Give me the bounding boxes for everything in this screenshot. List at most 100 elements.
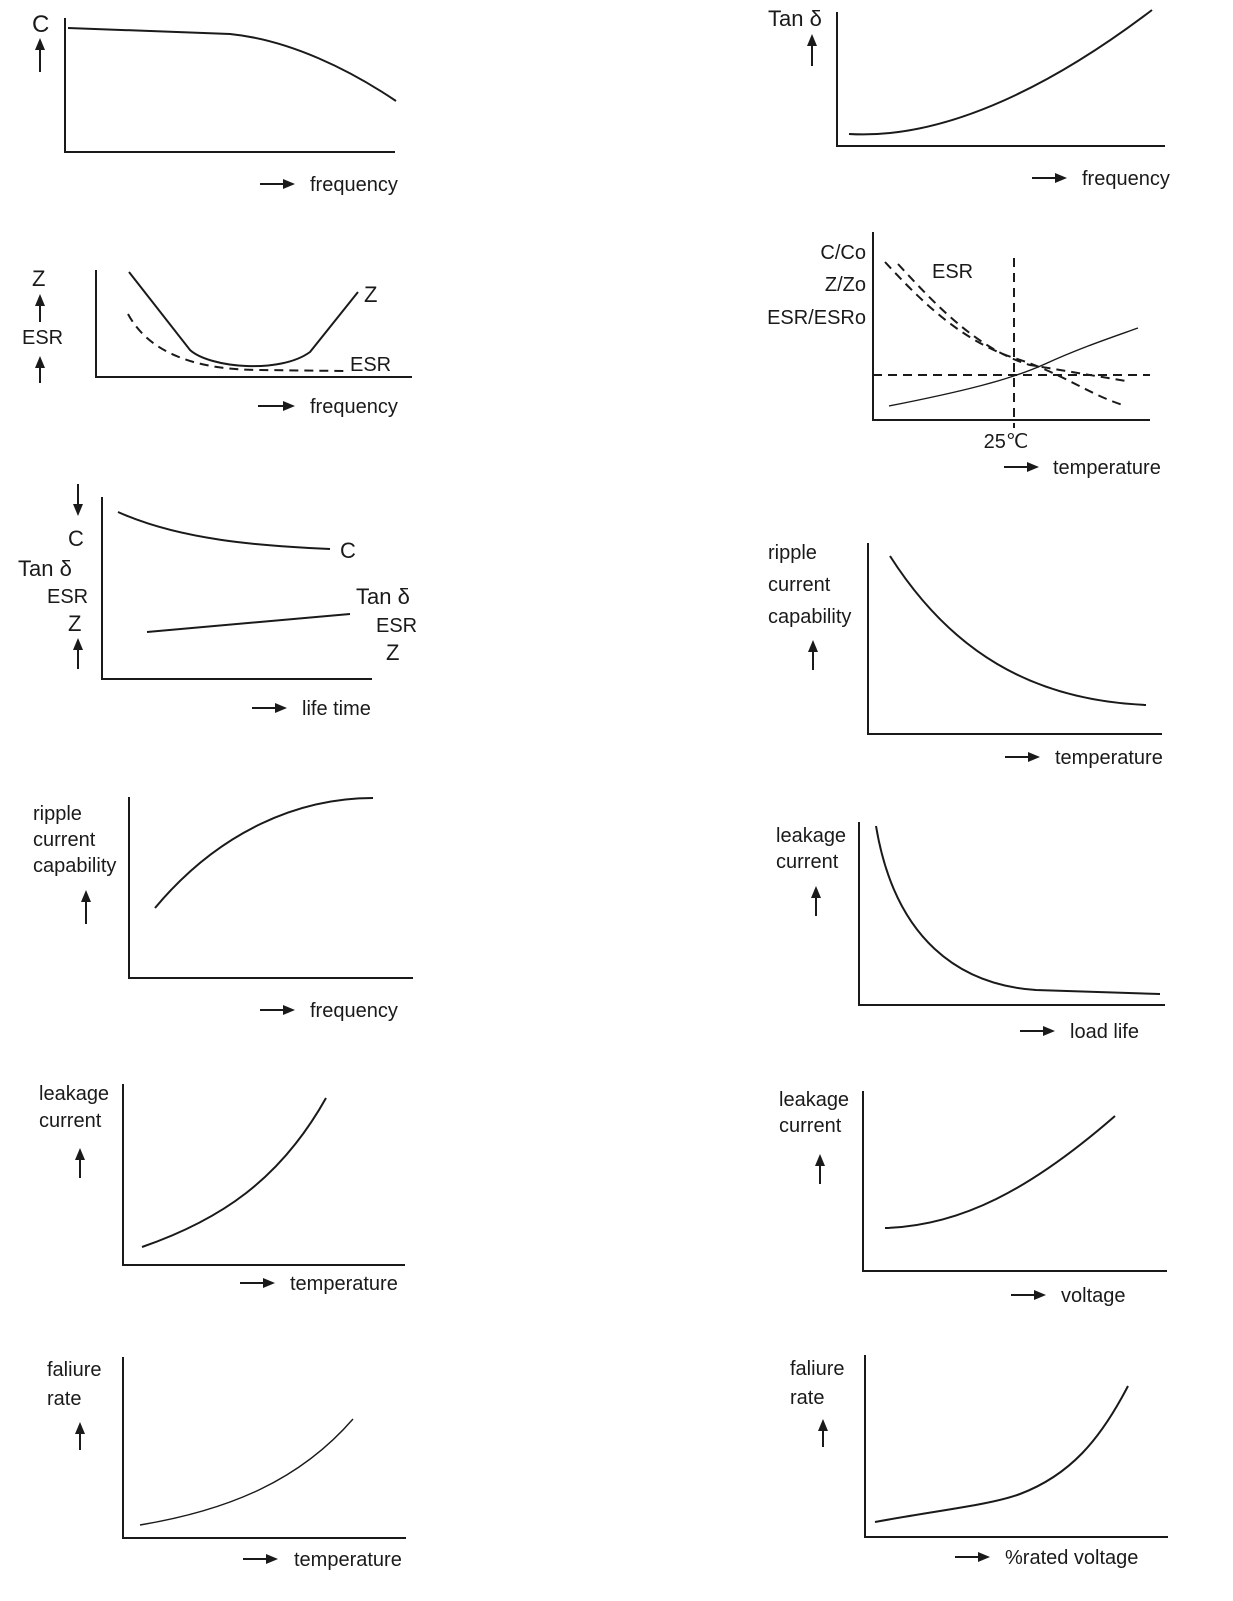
y-label: C	[32, 11, 49, 38]
up-arrow-icon	[811, 886, 821, 916]
right-arrow-icon	[1032, 173, 1067, 183]
right-arrow-icon	[240, 1278, 275, 1288]
axis-frame	[864, 1355, 1168, 1538]
chart-tan-frequency: Tan δ frequency	[768, 6, 1170, 190]
up-arrow-icon	[75, 1148, 85, 1178]
y-label-2: current	[776, 851, 839, 873]
right-arrow-icon	[260, 1005, 295, 1015]
y-label-1: faliure	[790, 1358, 844, 1380]
y-label-3: capability	[33, 855, 116, 877]
x-label: frequency	[310, 1000, 398, 1022]
y-label-2: current	[39, 1110, 102, 1132]
series-line-esr	[884, 261, 1124, 406]
axis-frame	[95, 270, 412, 378]
y-label-2: current	[768, 574, 831, 596]
series-label-z: Z	[364, 282, 377, 307]
chart-leakage-voltage: leakage current voltage	[779, 1089, 1167, 1307]
y-label-1: leakage	[39, 1083, 109, 1105]
y-label-z: Z	[32, 266, 45, 291]
series-label-esr: ESR	[376, 615, 417, 637]
series-line	[154, 797, 374, 909]
chart-leakage-temperature: leakage current temperature	[39, 1083, 405, 1295]
series-line-c	[888, 327, 1139, 407]
axis-frame	[122, 1357, 406, 1539]
series-line	[875, 825, 1161, 995]
series-line	[67, 27, 397, 102]
chart-ratio-temperature: C/Co Z/Zo ESR/ESRo ESR 25℃ temperature	[767, 232, 1161, 479]
x-label: load life	[1070, 1021, 1139, 1043]
y-label-z: Z/Zo	[825, 274, 866, 296]
axis-frame	[101, 497, 372, 680]
chart-ripple-temperature: ripple current capability temperature	[768, 542, 1163, 769]
up-arrow-icon	[35, 356, 45, 383]
up-arrow-icon	[815, 1154, 825, 1184]
series-line-z	[128, 271, 359, 368]
axis-frame	[867, 543, 1162, 735]
chart-leakage-load-life: leakage current load life	[776, 822, 1165, 1043]
right-arrow-icon	[258, 401, 295, 411]
y-label-2: rate	[47, 1388, 81, 1410]
x-label: frequency	[310, 174, 398, 196]
y-label-c: C/Co	[820, 242, 866, 264]
y-label-z: Z	[68, 611, 81, 636]
y-label-1: ripple	[768, 542, 817, 564]
series-label-esr: ESR	[350, 354, 391, 376]
x-label: %rated voltage	[1005, 1547, 1138, 1569]
axis-frame	[862, 1091, 1167, 1272]
chart-z-esr-frequency: Z ESR Z ESR frequency	[22, 266, 412, 418]
right-arrow-icon	[1011, 1290, 1046, 1300]
x-label: frequency	[310, 396, 398, 418]
y-label: Tan δ	[768, 6, 822, 31]
right-arrow-icon	[260, 179, 295, 189]
down-arrow-icon	[73, 484, 83, 516]
up-arrow-icon	[35, 294, 45, 322]
series-line-z	[897, 263, 1127, 382]
x-label: temperature	[1053, 457, 1161, 479]
y-label-3: capability	[768, 606, 851, 628]
y-label-c: C	[68, 526, 84, 551]
x-label: temperature	[294, 1549, 402, 1571]
axis-frame	[122, 1084, 405, 1266]
series-line	[889, 555, 1147, 706]
x-label: temperature	[290, 1273, 398, 1295]
y-label-2: current	[33, 829, 96, 851]
series-label-esr: ESR	[932, 261, 973, 283]
chart-ripple-frequency: ripple current capability frequency	[33, 797, 413, 1022]
series-line	[874, 1385, 1129, 1523]
y-label-esr: ESR	[47, 586, 88, 608]
x-tick-25c: 25℃	[984, 431, 1029, 453]
x-label: voltage	[1061, 1285, 1126, 1307]
axis-frame	[64, 18, 395, 153]
up-arrow-icon	[73, 638, 83, 669]
chart-life-time: C Tan δ ESR Z C Tan δ ESR Z life time	[18, 484, 417, 720]
series-label-z: Z	[386, 640, 399, 665]
x-label: temperature	[1055, 747, 1163, 769]
series-line-tan	[146, 613, 351, 633]
series-line	[848, 9, 1153, 136]
series-label-tan: Tan δ	[356, 584, 410, 609]
y-label-1: leakage	[776, 825, 846, 847]
right-arrow-icon	[1005, 752, 1040, 762]
right-arrow-icon	[955, 1552, 990, 1562]
up-arrow-icon	[81, 890, 91, 924]
up-arrow-icon	[35, 38, 45, 72]
axis-frame	[872, 232, 1150, 421]
up-arrow-icon	[808, 640, 818, 670]
chart-failure-rated-voltage: faliure rate %rated voltage	[790, 1355, 1168, 1569]
up-arrow-icon	[807, 34, 817, 66]
right-arrow-icon	[1004, 462, 1039, 472]
right-arrow-icon	[252, 703, 287, 713]
series-line	[141, 1097, 327, 1248]
right-arrow-icon	[243, 1554, 278, 1564]
y-label-2: current	[779, 1115, 842, 1137]
series-label-c: C	[340, 538, 356, 563]
y-label-1: leakage	[779, 1089, 849, 1111]
series-line	[884, 1115, 1116, 1229]
series-line-esr	[127, 313, 346, 372]
y-label-esr: ESR	[22, 327, 63, 349]
right-arrow-icon	[1020, 1026, 1055, 1036]
y-label-1: faliure	[47, 1359, 101, 1381]
axis-frame	[128, 797, 413, 979]
series-line	[139, 1418, 354, 1526]
series-line-c	[117, 511, 331, 550]
